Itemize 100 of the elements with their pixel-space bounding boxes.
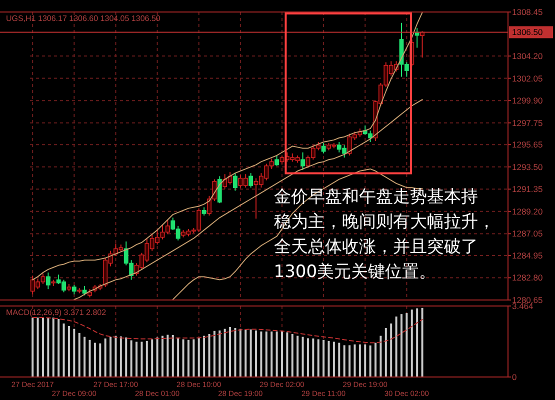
- bar: [224, 328, 226, 377]
- bar: [187, 340, 190, 377]
- y-tick-label: 1297.75: [512, 118, 543, 128]
- bar: [364, 344, 366, 377]
- y-tick-label: 1295.65: [512, 140, 543, 150]
- bar: [390, 324, 392, 377]
- bar: [218, 330, 221, 377]
- bar: [280, 332, 283, 377]
- chart-title: UGS,H1 1306.17 1306.60 1304.05 1306.50: [6, 14, 161, 23]
- bar: [104, 338, 106, 377]
- bar: [421, 308, 424, 377]
- y-tick-label: 1287.05: [512, 228, 543, 239]
- bar: [260, 332, 262, 377]
- bar: [343, 345, 346, 377]
- bar: [68, 326, 70, 377]
- candlestick: [321, 142, 326, 154]
- bar: [130, 340, 132, 377]
- candlestick: [217, 176, 222, 204]
- bar: [73, 328, 76, 377]
- bar: [348, 345, 351, 377]
- candlestick: [274, 154, 280, 166]
- bar: [161, 336, 164, 377]
- bar: [99, 343, 102, 377]
- bar: [317, 339, 320, 377]
- bar: [296, 336, 299, 377]
- bar: [172, 334, 174, 377]
- y-tick-label: 1304.20: [512, 51, 543, 62]
- bar: [270, 332, 273, 377]
- bar: [42, 318, 44, 377]
- bar: [265, 332, 268, 377]
- bar: [400, 314, 402, 377]
- bar: [177, 337, 180, 377]
- bar: [395, 316, 398, 377]
- candlestick: [233, 172, 238, 192]
- bar: [332, 342, 335, 377]
- bar: [380, 336, 382, 377]
- bar: [203, 336, 206, 377]
- line-series: [32, 317, 423, 344]
- y-tick-label: 1280.65: [512, 294, 543, 305]
- bar: [166, 334, 169, 377]
- bar: [120, 336, 122, 377]
- bar: [136, 342, 138, 377]
- bar: [354, 344, 356, 377]
- bar: [328, 340, 330, 377]
- bar: [322, 340, 325, 377]
- candlestick: [300, 152, 305, 170]
- bar: [239, 328, 242, 377]
- bar: [36, 318, 39, 377]
- candlestick: [248, 172, 254, 188]
- bar: [229, 326, 232, 377]
- y-tick-label: 1299.90: [512, 96, 543, 106]
- bar: [125, 337, 128, 377]
- bar: [47, 318, 50, 377]
- bar: [84, 336, 86, 377]
- y-tick-label: 1282.80: [512, 272, 543, 283]
- bar: [286, 332, 288, 377]
- bar: [58, 318, 60, 377]
- y-tick-label: 1291.35: [512, 184, 543, 194]
- bar: [192, 339, 195, 377]
- bar: [234, 328, 236, 377]
- bar: [110, 336, 112, 377]
- bar: [140, 342, 143, 377]
- bar: [32, 318, 34, 377]
- ref-line-label: 1306.50: [512, 27, 543, 38]
- bar: [151, 339, 154, 377]
- bar: [88, 340, 91, 377]
- y-tick-label: 1302.05: [512, 73, 543, 84]
- bar: [255, 330, 258, 377]
- y-tick-label: 0: [512, 372, 517, 382]
- bar: [114, 336, 117, 377]
- bar: [198, 337, 200, 377]
- bar: [291, 334, 294, 377]
- bar: [250, 329, 252, 377]
- bar: [358, 344, 361, 377]
- chart-title: MACD(12,26,9) 3.371 2.802: [6, 308, 107, 317]
- bar: [182, 339, 184, 377]
- bar: [416, 308, 418, 377]
- bar: [94, 342, 96, 377]
- bar: [156, 337, 158, 377]
- y-tick-label: 1284.95: [512, 250, 543, 260]
- bar: [208, 334, 210, 377]
- bar: [384, 328, 387, 377]
- bar: [410, 310, 413, 377]
- y-tick-label: 1293.50: [512, 162, 543, 172]
- candlestick: [72, 284, 76, 295]
- y-tick-label: 1289.20: [512, 206, 543, 216]
- bar: [302, 336, 304, 377]
- bar: [406, 313, 408, 377]
- bar: [78, 332, 80, 377]
- y-tick-label: 1308.45: [512, 6, 543, 17]
- candlestick: [46, 272, 50, 290]
- bar: [244, 329, 247, 377]
- bar: [276, 332, 278, 377]
- bar: [338, 342, 340, 377]
- bar: [213, 330, 216, 377]
- bar: [369, 345, 372, 377]
- bar: [52, 318, 54, 377]
- bar: [374, 342, 377, 377]
- bar: [146, 340, 148, 377]
- bar: [312, 338, 314, 377]
